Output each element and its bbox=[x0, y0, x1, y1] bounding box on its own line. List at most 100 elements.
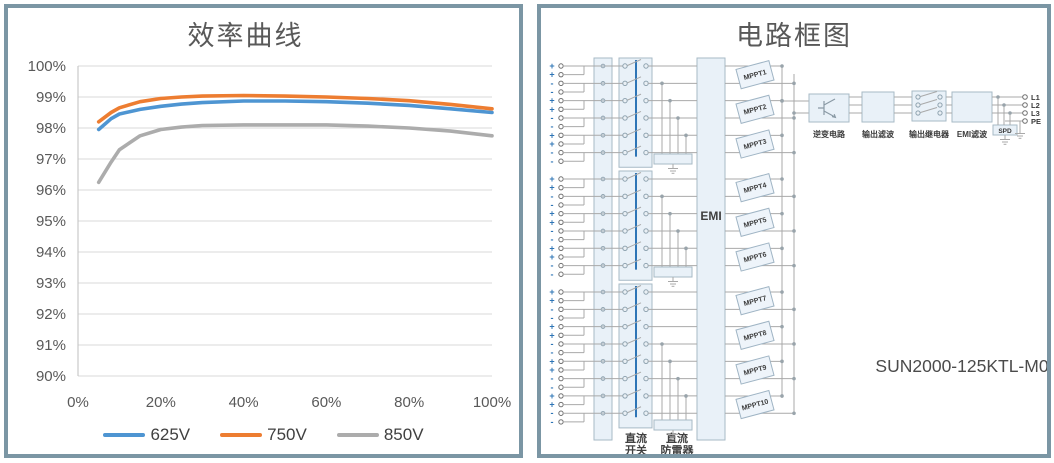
switch-blade bbox=[627, 258, 642, 266]
dc-input-terminal bbox=[558, 132, 564, 138]
dc-switch-pole bbox=[643, 341, 649, 347]
relay-pole bbox=[937, 110, 943, 116]
junction-dot bbox=[792, 229, 796, 233]
fuse-dot bbox=[600, 194, 606, 199]
dc-switch-pole bbox=[622, 375, 628, 382]
mppt-block: MPPT8 bbox=[735, 320, 775, 350]
dc-switch-pole bbox=[643, 245, 649, 251]
dc-switch-pole bbox=[643, 193, 649, 200]
y-tick-label: 96% bbox=[36, 182, 66, 199]
junction-dot bbox=[1002, 103, 1006, 107]
dc-spd-label-line1: 直流 bbox=[666, 431, 688, 445]
switch-blade bbox=[627, 354, 642, 362]
y-tick-label: 98% bbox=[36, 120, 66, 137]
switch-blade bbox=[627, 319, 642, 327]
polarity-sign: + bbox=[549, 96, 554, 106]
dc-switch-pole bbox=[622, 132, 628, 138]
dc-switch-pole bbox=[622, 193, 628, 200]
mppt-block: MPPT10 bbox=[735, 389, 775, 420]
polarity-sign: + bbox=[549, 391, 554, 401]
dc-input-terminal bbox=[558, 184, 564, 191]
switch-blade bbox=[627, 285, 642, 292]
junction-dot bbox=[792, 342, 796, 346]
junction-dot bbox=[792, 411, 796, 416]
fuse-dot bbox=[600, 150, 606, 155]
fuse-dot bbox=[600, 289, 606, 295]
dc-input-terminal bbox=[558, 262, 564, 269]
output-label-L1: L1 bbox=[1031, 93, 1040, 102]
dc-switch-label-line1: 直流 bbox=[625, 431, 647, 445]
junction-dot bbox=[780, 324, 784, 329]
dc-switch-pole bbox=[622, 149, 628, 156]
output-label-L3: L3 bbox=[1031, 109, 1040, 118]
diagram-title: 电路框图 bbox=[736, 21, 852, 51]
junction-dot bbox=[668, 359, 672, 364]
dc-input-terminal bbox=[558, 358, 564, 364]
dc-input-terminal bbox=[558, 245, 564, 251]
polarity-sign: + bbox=[549, 252, 554, 262]
relay-pole bbox=[915, 110, 921, 116]
dc-switch-pole bbox=[622, 245, 628, 251]
junction-dot bbox=[780, 133, 784, 138]
ac-output-terminal bbox=[1022, 118, 1028, 124]
junction-dot bbox=[780, 211, 784, 216]
dc-input-terminal bbox=[558, 349, 564, 356]
dc-input-terminal bbox=[558, 210, 564, 217]
switch-blade bbox=[627, 76, 642, 84]
ac-output-terminal bbox=[1022, 102, 1028, 108]
diagram-dynamic-layer: ++--++--++--MPPT1MPPT2MPPT3++--++--++--M… bbox=[549, 57, 1041, 440]
legend-label: 850V bbox=[383, 425, 424, 444]
dc-switch-pole bbox=[622, 323, 628, 330]
dc-input-terminal bbox=[558, 297, 564, 304]
legend-swatch bbox=[220, 433, 263, 437]
x-tick-label: 60% bbox=[311, 394, 341, 411]
dc-switch-label-line2: 开关 bbox=[625, 443, 647, 454]
legend-swatch bbox=[336, 433, 379, 437]
polarity-sign: + bbox=[549, 104, 554, 114]
polarity-sign: - bbox=[551, 313, 554, 323]
switch-blade bbox=[627, 302, 642, 310]
polarity-sign: - bbox=[551, 78, 554, 88]
model-name: SUN2000-125KTL-M0 bbox=[875, 356, 1047, 376]
dc-switch-pole bbox=[643, 115, 649, 121]
polarity-sign: + bbox=[549, 139, 554, 149]
mppt-block: MPPT5 bbox=[735, 207, 775, 237]
output-filter-label: 输出滤波 bbox=[862, 129, 895, 139]
switch-blade bbox=[627, 371, 642, 379]
dc-switch-pole bbox=[622, 358, 628, 364]
dc-switch-pole bbox=[643, 80, 649, 87]
switch-blade bbox=[627, 145, 642, 153]
y-tick-label: 90% bbox=[36, 368, 66, 385]
fuse-dot bbox=[600, 358, 606, 364]
emi-block-label: EMI bbox=[700, 209, 721, 223]
junction-dot bbox=[668, 98, 672, 103]
dc-switch-pole bbox=[643, 228, 649, 234]
dc-input-terminal bbox=[558, 202, 564, 208]
switch-blade bbox=[627, 224, 642, 231]
dc-switch-pole bbox=[643, 358, 649, 364]
junction-dot bbox=[684, 246, 688, 251]
polarity-sign: + bbox=[549, 330, 554, 340]
dc-input-terminal bbox=[558, 315, 564, 321]
dc-switch-pole bbox=[643, 132, 649, 138]
dc-switch-pole bbox=[622, 176, 628, 182]
dc-input-terminal bbox=[558, 106, 564, 113]
y-tick-label: 94% bbox=[36, 244, 66, 261]
fuse-dot bbox=[600, 176, 606, 182]
dc-input-terminal bbox=[558, 271, 564, 277]
polarity-sign: + bbox=[549, 296, 554, 306]
inverter-block bbox=[808, 93, 850, 123]
junction-dot bbox=[660, 194, 664, 199]
junction-dot bbox=[668, 211, 672, 216]
mppt-shape bbox=[735, 286, 775, 316]
switch-blade bbox=[627, 189, 642, 197]
switch-blade bbox=[627, 93, 642, 101]
mppt-shape bbox=[735, 60, 775, 90]
curve-850V bbox=[96, 123, 494, 185]
junction-dot bbox=[792, 376, 796, 381]
relay-blade bbox=[920, 99, 938, 105]
mppt-block: MPPT6 bbox=[735, 242, 775, 272]
y-tick-label: 93% bbox=[36, 275, 66, 292]
dc-switch-pole bbox=[622, 410, 628, 416]
dc-switch-pole bbox=[622, 63, 628, 69]
